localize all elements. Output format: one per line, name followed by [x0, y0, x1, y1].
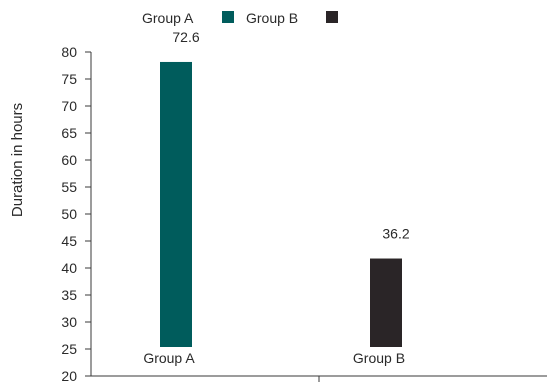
bars — [160, 61, 402, 348]
data-label: 72.6 — [172, 29, 199, 45]
y-tick-label: 40 — [61, 260, 77, 276]
axes — [90, 52, 547, 382]
y-tick-label: 65 — [61, 125, 77, 141]
y-tick-label: 30 — [61, 314, 77, 330]
bar-group-b — [370, 258, 402, 347]
y-tick-label: 70 — [61, 98, 77, 114]
y-tick-label: 60 — [61, 152, 77, 168]
legend-swatch — [222, 11, 234, 23]
y-tick-label: 80 — [61, 44, 77, 60]
y-axis-title: Duration in hours — [9, 103, 26, 217]
data-labels: 72.6 Group A 36.2 Group B — [143, 29, 410, 366]
category-label: Group A — [143, 350, 195, 366]
y-tick-label: 50 — [61, 206, 77, 222]
legend-swatch — [326, 11, 338, 23]
legend: Group A Group B — [142, 10, 338, 26]
y-tick-label: 35 — [61, 287, 77, 303]
y-tick-label: 45 — [61, 233, 77, 249]
category-label: Group B — [353, 350, 405, 366]
y-axis-ticks: 20 25 30 35 40 45 50 55 60 65 70 75 80 — [61, 44, 91, 384]
y-tick-label: 20 — [61, 368, 77, 384]
y-tick-label: 25 — [61, 341, 77, 357]
legend-label: Group A — [142, 10, 194, 26]
bar-group-a — [160, 61, 192, 348]
y-tick-label: 55 — [61, 179, 77, 195]
y-tick-label: 75 — [61, 71, 77, 87]
legend-label: Group B — [246, 10, 298, 26]
data-label: 36.2 — [382, 226, 409, 242]
